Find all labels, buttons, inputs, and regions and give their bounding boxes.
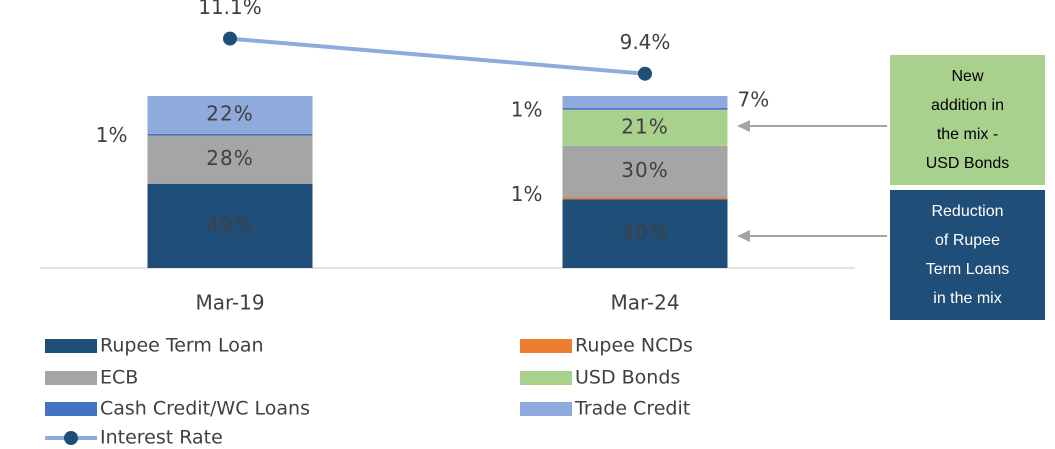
value-label: 28% bbox=[206, 146, 253, 170]
annotation-text: USD Bonds bbox=[926, 155, 1010, 172]
annotation-text: Reduction bbox=[931, 203, 1003, 220]
value-label: 30% bbox=[621, 158, 668, 182]
legend-label: USD Bonds bbox=[575, 367, 680, 389]
annotation-text: New bbox=[951, 68, 983, 85]
line-marker bbox=[638, 66, 652, 81]
bar-segment bbox=[562, 109, 728, 146]
annotation-text: addition in bbox=[931, 97, 1004, 114]
annotation-text: the mix - bbox=[937, 126, 998, 143]
bar-segment bbox=[562, 199, 728, 268]
annotation-text: Term Loans bbox=[926, 261, 1010, 278]
value-label: 40% bbox=[621, 220, 668, 244]
legend-marker bbox=[64, 431, 78, 445]
legend-label: Trade Credit bbox=[574, 398, 690, 420]
bar-segment bbox=[562, 197, 728, 200]
legend-swatch bbox=[520, 371, 572, 385]
legend-label: Cash Credit/WC Loans bbox=[100, 398, 310, 420]
value-label: 7% bbox=[738, 88, 770, 112]
bar-segment bbox=[147, 133, 313, 136]
arrow-head bbox=[737, 120, 750, 132]
legend-label: Interest Rate bbox=[100, 427, 223, 449]
line bbox=[229, 36, 646, 76]
value-label: 22% bbox=[206, 101, 253, 125]
annotation-text: in the mix bbox=[933, 290, 1001, 307]
legend-swatch bbox=[45, 339, 97, 353]
bar-segment bbox=[147, 135, 313, 184]
value-label: 1% bbox=[96, 123, 128, 147]
value-label: 1% bbox=[511, 97, 543, 121]
value-label: 11.1% bbox=[198, 0, 262, 19]
legend-swatch bbox=[45, 371, 97, 385]
legend-swatch bbox=[520, 402, 572, 416]
value-label: 1% bbox=[511, 182, 543, 206]
line-marker bbox=[223, 31, 237, 46]
arrow-head bbox=[737, 230, 750, 242]
legend-label: ECB bbox=[100, 367, 138, 389]
bar-segment bbox=[562, 108, 728, 110]
bar-segment bbox=[562, 96, 728, 109]
bar-segment bbox=[562, 145, 728, 198]
bar-segment bbox=[147, 183, 313, 268]
x-tick-label: Mar-24 bbox=[610, 291, 679, 315]
legend-label: Rupee NCDs bbox=[575, 335, 693, 357]
legend-swatch bbox=[520, 339, 572, 353]
annotation-box bbox=[890, 55, 1045, 185]
value-label: 49% bbox=[206, 212, 253, 236]
legend-label: Rupee Term Loan bbox=[100, 335, 264, 357]
annotation-text: of Rupee bbox=[935, 232, 1000, 249]
legend-swatch bbox=[45, 402, 97, 416]
x-tick-label: Mar-19 bbox=[195, 291, 264, 315]
bar-segment bbox=[147, 96, 313, 134]
value-label: 9.4% bbox=[620, 30, 671, 54]
annotation-box bbox=[890, 190, 1045, 320]
value-label: 21% bbox=[621, 114, 668, 138]
